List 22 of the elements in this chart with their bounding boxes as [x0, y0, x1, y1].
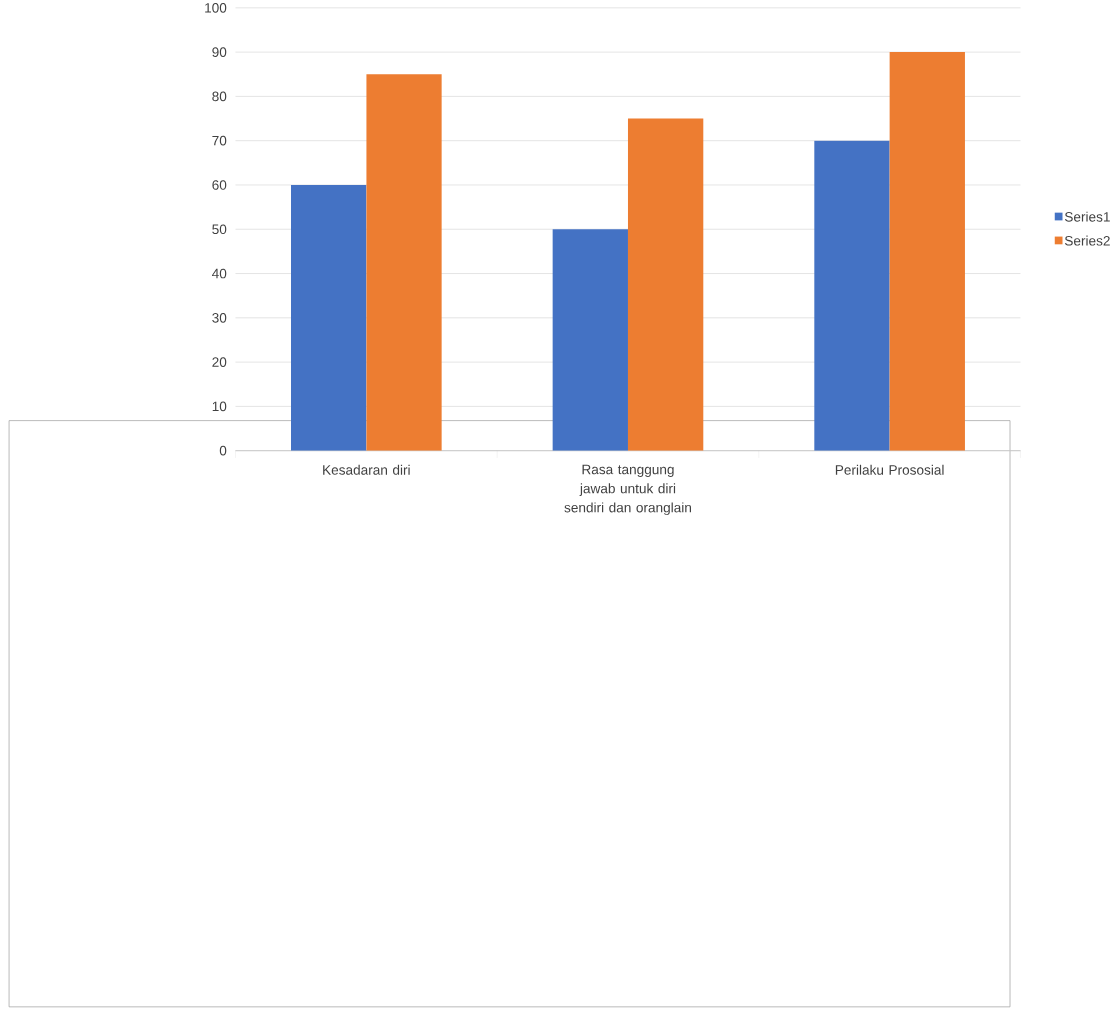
y-tick-label: 10 — [212, 401, 227, 412]
bar — [291, 185, 367, 451]
y-tick-label: 20 — [212, 357, 227, 368]
bar — [366, 74, 442, 451]
bar — [814, 140, 890, 451]
y-tick-label: 80 — [212, 91, 227, 102]
y-tick-label: 50 — [212, 224, 227, 235]
y-tick-label: 60 — [212, 180, 227, 190]
y-tick-label: 0 — [219, 446, 227, 456]
x-tick-label: Kesadaran diri — [323, 464, 410, 475]
bar — [889, 52, 965, 451]
y-tick-label: 70 — [212, 136, 227, 146]
legend-label: Series1 — [1064, 211, 1110, 222]
bar — [552, 229, 628, 451]
y-tick-label: 30 — [212, 313, 227, 323]
x-tick-label: Rasa tanggung jawab untuk diri sendiri dan oranglain — [564, 464, 691, 516]
legend-label: Series2 — [1064, 235, 1110, 246]
y-tick-label: 100 — [205, 3, 227, 13]
y-tick-label: 40 — [212, 268, 227, 279]
y-tick-label: 90 — [212, 47, 227, 58]
x-tick-label: Perilaku Prososial — [835, 464, 944, 475]
bar — [627, 118, 704, 451]
